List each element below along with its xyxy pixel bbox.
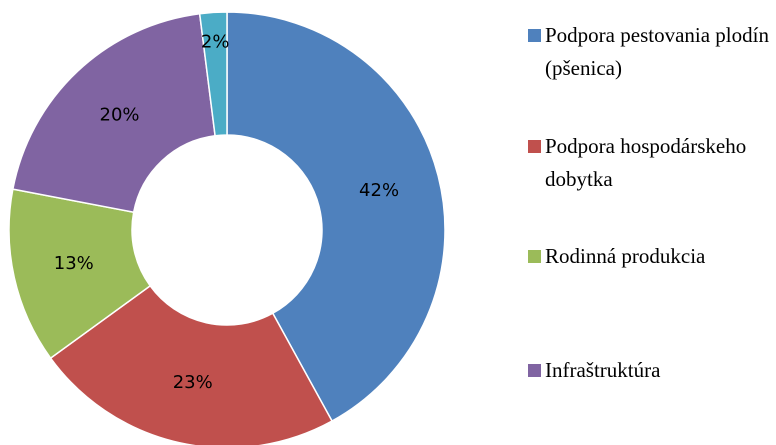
donut-slice xyxy=(198,11,228,137)
donut-slice xyxy=(49,284,334,445)
legend-swatch xyxy=(528,29,541,42)
donut-slice xyxy=(226,11,446,423)
donut-slice xyxy=(11,12,216,214)
legend-swatch xyxy=(528,364,541,377)
legend-label: Podpora pestovania plodín (pšenica) xyxy=(545,23,769,80)
data-label: 20% xyxy=(100,105,140,126)
data-label: 13% xyxy=(54,253,94,274)
data-label: 2% xyxy=(201,31,230,52)
legend-item: Rodinná produkcia xyxy=(528,240,776,273)
legend-swatch xyxy=(528,250,541,263)
legend-item: Infraštruktúra xyxy=(528,354,776,387)
legend-item: Podpora pestovania plodín (pšenica) xyxy=(528,19,776,85)
legend-label: Rodinná produkcia xyxy=(545,244,706,268)
legend-item: Podpora hospodárskeho dobytka xyxy=(528,130,776,196)
legend-swatch xyxy=(528,140,541,153)
donut-slice xyxy=(8,188,152,360)
data-label: 23% xyxy=(173,372,213,393)
legend-label: Infraštruktúra xyxy=(545,358,661,382)
legend-label: Podpora hospodárskeho dobytka xyxy=(545,134,747,191)
data-label: 42% xyxy=(359,180,399,201)
